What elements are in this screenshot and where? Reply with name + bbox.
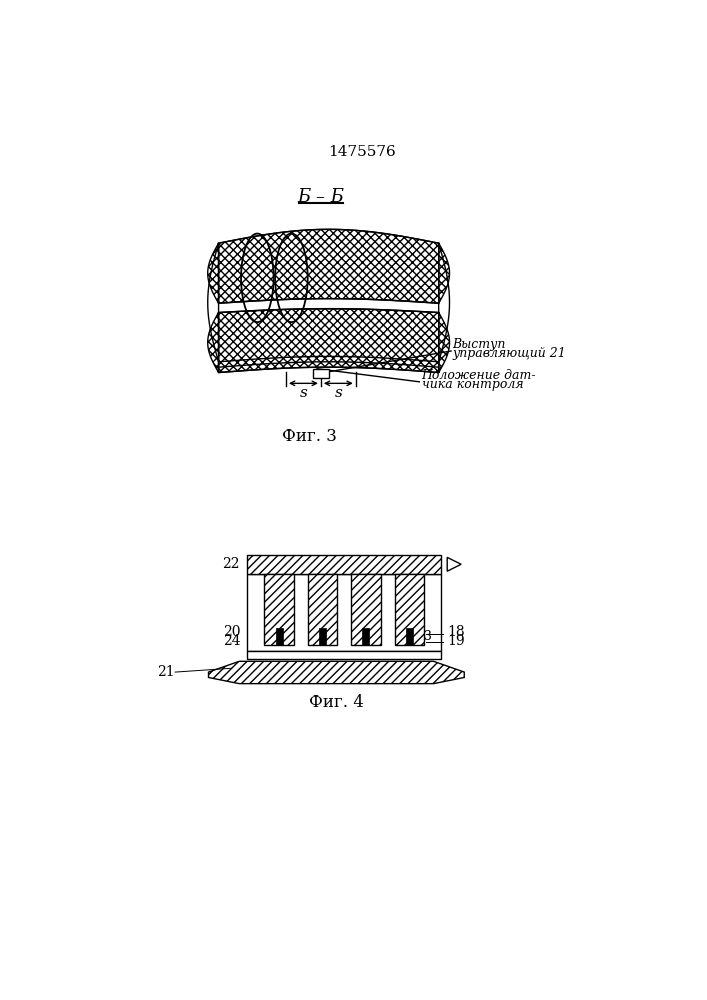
Bar: [395, 574, 424, 645]
Polygon shape: [208, 229, 450, 303]
Text: Б – Б: Б – Б: [298, 188, 344, 206]
Text: 24: 24: [223, 634, 241, 648]
Text: s: s: [334, 386, 342, 400]
Text: Фиг. 3: Фиг. 3: [282, 428, 337, 445]
Bar: [351, 574, 380, 645]
Bar: [247, 555, 441, 574]
Bar: [363, 628, 369, 645]
Text: 20: 20: [223, 625, 241, 639]
Text: 21: 21: [157, 665, 175, 679]
Bar: [313, 369, 329, 378]
Polygon shape: [208, 309, 450, 373]
Text: управляющий 21: управляющий 21: [452, 347, 566, 360]
Text: Выступ: Выступ: [452, 338, 506, 351]
Text: 18: 18: [448, 625, 464, 639]
Polygon shape: [209, 661, 464, 684]
Text: s: s: [300, 386, 308, 400]
Text: чика контроля: чика контроля: [421, 378, 523, 391]
Text: 22: 22: [222, 557, 240, 571]
Bar: [406, 628, 413, 645]
Polygon shape: [218, 299, 438, 312]
Bar: [247, 574, 441, 651]
Bar: [247, 651, 441, 659]
Bar: [308, 574, 337, 645]
Text: 1475576: 1475576: [328, 145, 396, 159]
Text: Положение дат-: Положение дат-: [421, 369, 536, 382]
Text: Фиг. 4: Фиг. 4: [309, 694, 364, 711]
Text: 19: 19: [448, 634, 464, 648]
Text: 23: 23: [416, 630, 432, 643]
Bar: [264, 574, 293, 645]
Bar: [276, 628, 283, 645]
Bar: [319, 628, 326, 645]
